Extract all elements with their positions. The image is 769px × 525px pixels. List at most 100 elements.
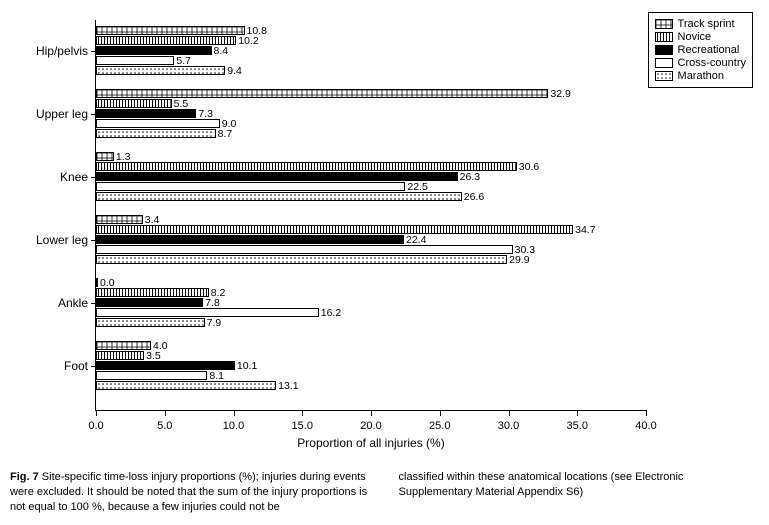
y-category-label: Knee <box>60 170 88 184</box>
chart-area: Proportion of all injuries (%) 0.0 5.0 10.… <box>10 10 759 450</box>
bar: 30.3 <box>96 245 513 254</box>
bar-value-label: 8.1 <box>209 370 224 382</box>
legend-item: Cross-country <box>655 57 746 69</box>
bar-value-label: 7.8 <box>205 297 220 309</box>
legend: Track sprintNoviceRecreationalCross-coun… <box>648 12 753 88</box>
legend-item: Marathon <box>655 70 746 82</box>
bar: 22.5 <box>96 182 405 191</box>
bar: 30.6 <box>96 162 517 171</box>
figure-caption: Fig. 7 Site-specific time-loss injury pr… <box>10 470 759 515</box>
legend-label: Track sprint <box>678 18 735 30</box>
legend-item: Track sprint <box>655 18 746 30</box>
caption-text-2: classified within these anatomical locat… <box>399 471 684 498</box>
bar: 7.9 <box>96 318 205 327</box>
bar: 9.4 <box>96 66 225 75</box>
x-tick <box>165 410 166 416</box>
bar: 13.1 <box>96 381 276 390</box>
bar-value-label: 3.4 <box>145 214 160 226</box>
x-tick-label: 15.0 <box>292 420 313 432</box>
bar-value-label: 9.4 <box>227 65 242 77</box>
legend-item: Recreational <box>655 44 746 56</box>
x-tick <box>371 410 372 416</box>
x-axis-label: Proportion of all injuries (%) <box>297 436 444 450</box>
x-tick-label: 25.0 <box>429 420 450 432</box>
bar-value-label: 26.3 <box>460 171 480 183</box>
bar: 4.0 <box>96 341 151 350</box>
bar-value-label: 7.9 <box>207 317 222 329</box>
x-tick-label: 40.0 <box>635 420 656 432</box>
legend-swatch <box>655 45 673 55</box>
x-tick-label: 10.0 <box>223 420 244 432</box>
bar: 8.1 <box>96 371 207 380</box>
x-tick <box>234 410 235 416</box>
bar-value-label: 7.3 <box>198 108 213 120</box>
bar: 9.0 <box>96 119 220 128</box>
x-tick-label: 5.0 <box>157 420 172 432</box>
x-tick <box>509 410 510 416</box>
bar-value-label: 10.1 <box>237 360 257 372</box>
bar: 8.2 <box>96 288 209 297</box>
bar-value-label: 34.7 <box>575 224 595 236</box>
legend-label: Cross-country <box>678 57 746 69</box>
bar-value-label: 13.1 <box>278 380 298 392</box>
bar: 0.0 <box>96 278 98 287</box>
x-tick-label: 20.0 <box>360 420 381 432</box>
x-tick <box>440 410 441 416</box>
y-category-label: Hip/pelvis <box>36 44 88 58</box>
bar: 7.8 <box>96 298 203 307</box>
bar: 3.5 <box>96 351 144 360</box>
legend-item: Novice <box>655 31 746 43</box>
bar-value-label: 29.9 <box>509 254 529 266</box>
caption-lead: Fig. 7 <box>10 471 39 483</box>
bar: 1.3 <box>96 152 114 161</box>
bar-value-label: 1.3 <box>116 151 131 163</box>
legend-swatch <box>655 19 673 29</box>
legend-label: Marathon <box>678 70 724 82</box>
bar: 26.3 <box>96 172 458 181</box>
y-category-label: Lower leg <box>36 233 88 247</box>
bar: 10.8 <box>96 26 245 35</box>
bar-value-label: 0.0 <box>100 277 115 289</box>
bar-value-label: 8.7 <box>218 128 233 140</box>
bar: 3.4 <box>96 215 143 224</box>
bar-value-label: 22.4 <box>406 234 426 246</box>
bar-value-label: 3.5 <box>146 350 161 362</box>
bar-value-label: 16.2 <box>321 307 341 319</box>
bar-value-label: 22.5 <box>407 181 427 193</box>
x-tick-label: 35.0 <box>567 420 588 432</box>
legend-swatch <box>655 32 673 42</box>
bar-value-label: 10.2 <box>238 35 258 47</box>
legend-label: Recreational <box>678 44 740 56</box>
x-tick <box>96 410 97 416</box>
bar-value-label: 32.9 <box>550 88 570 100</box>
bar-value-label: 26.6 <box>464 191 484 203</box>
caption-col-2: classified within these anatomical locat… <box>399 470 760 515</box>
x-tick <box>302 410 303 416</box>
bar-value-label: 30.6 <box>519 161 539 173</box>
x-tick-label: 0.0 <box>88 420 103 432</box>
x-tick <box>577 410 578 416</box>
bar: 5.5 <box>96 99 172 108</box>
bar-value-label: 5.5 <box>174 98 189 110</box>
bar: 29.9 <box>96 255 507 264</box>
bar: 34.7 <box>96 225 573 234</box>
y-category-label: Upper leg <box>36 107 88 121</box>
bar: 5.7 <box>96 56 174 65</box>
legend-label: Novice <box>678 31 712 43</box>
bar: 32.9 <box>96 89 548 98</box>
bar: 26.6 <box>96 192 462 201</box>
legend-swatch <box>655 58 673 68</box>
x-tick <box>646 410 647 416</box>
x-tick-label: 30.0 <box>498 420 519 432</box>
y-category-label: Foot <box>64 359 88 373</box>
caption-text-1: Site-specific time-loss injury proportio… <box>10 471 367 513</box>
bar: 8.7 <box>96 129 216 138</box>
bar: 7.3 <box>96 109 196 118</box>
bar: 22.4 <box>96 235 404 244</box>
bar-value-label: 5.7 <box>176 55 191 67</box>
y-category-label: Ankle <box>58 296 88 310</box>
bar-value-label: 8.4 <box>214 45 229 57</box>
legend-swatch <box>655 71 673 81</box>
caption-col-1: Fig. 7 Site-specific time-loss injury pr… <box>10 470 371 515</box>
bar: 8.4 <box>96 46 212 55</box>
